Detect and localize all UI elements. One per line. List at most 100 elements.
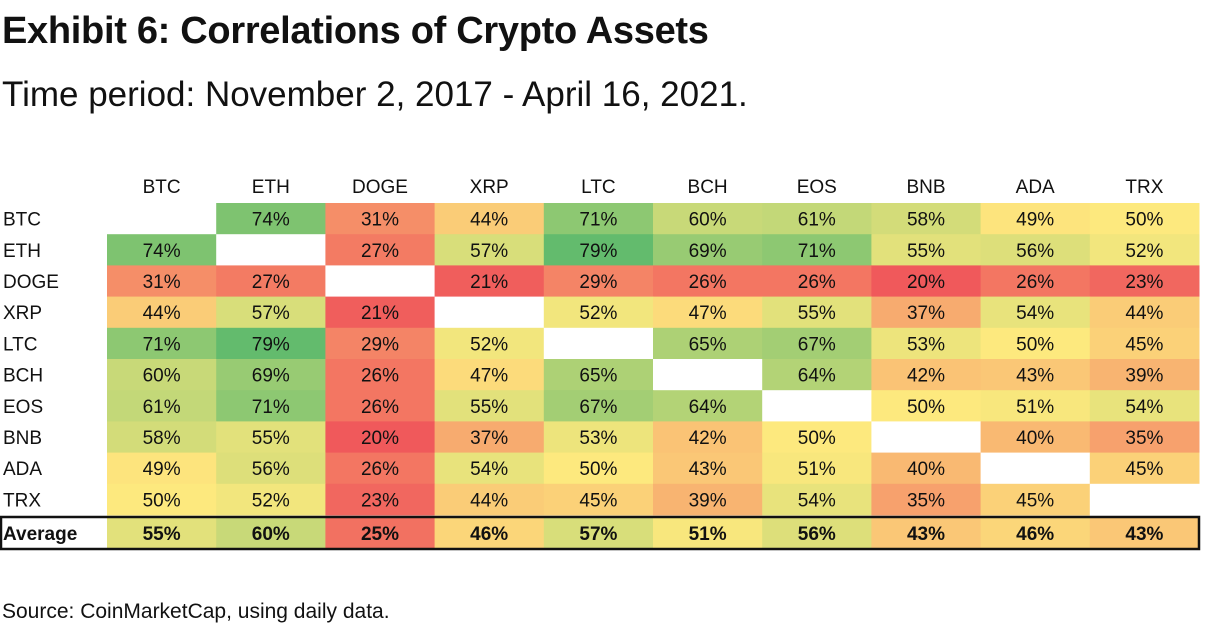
cell-label-btc-eth: 74%: [252, 210, 290, 231]
cell-label-eos-btc: 61%: [143, 397, 181, 418]
heatmap-cell-bnb-eth: [216, 421, 326, 454]
heatmap-cell-eth-bch: [653, 234, 763, 266]
row-label-eos: EOS: [3, 397, 43, 418]
cell-label-doge-ltc: 29%: [579, 272, 617, 293]
heatmap-cell-eth-trx: [1089, 234, 1200, 266]
heatmap-cell-ada-eos: [762, 452, 872, 485]
heatmap-cell-bch-eth: [216, 359, 326, 391]
cell-label-bnb-eth: 55%: [252, 428, 290, 449]
heatmap-cell-xrp-ltc: [543, 296, 654, 329]
cell-label-eth-ltc: 79%: [579, 241, 617, 262]
heatmap-cell-ada-ada: [980, 452, 1091, 485]
average-value-ada: 46%: [1016, 524, 1054, 545]
heatmap-cell-xrp-btc: [107, 296, 217, 329]
heatmap-cell-ltc-xrp: [434, 327, 545, 360]
heatmap-cell-ada-xrp: [434, 452, 545, 485]
heatmap-cell-eth-ltc: [543, 234, 654, 266]
cell-label-bnb-ltc: 53%: [579, 428, 617, 449]
heatmap-cell-eth-ada: [980, 234, 1091, 266]
heatmap-cell-bnb-xrp: [434, 421, 545, 454]
heatmap-cell-btc-btc: [107, 203, 217, 235]
cell-label-eth-bch: 69%: [689, 241, 727, 262]
cell-label-eos-bch: 64%: [689, 397, 727, 418]
heatmap-cell-bch-ltc: [543, 359, 654, 391]
heatmap-cell-xrp-xrp: [434, 296, 545, 329]
heatmap-cell-eos-ltc: [543, 390, 654, 422]
cell-label-bnb-ada: 40%: [1016, 428, 1054, 449]
cell-label-btc-ltc: 71%: [579, 210, 617, 231]
cell-label-ltc-xrp: 52%: [470, 334, 508, 355]
row-label-bch: BCH: [3, 366, 43, 387]
cell-label-eth-eos: 71%: [798, 241, 836, 262]
heatmap-cell-ltc-trx: [1089, 327, 1200, 360]
row-label-ada: ADA: [3, 459, 42, 480]
cell-label-doge-ada: 26%: [1016, 272, 1054, 293]
heatmap-cell-doge-eos: [762, 265, 872, 298]
cell-label-btc-bch: 60%: [689, 210, 727, 231]
row-label-btc: BTC: [3, 210, 41, 231]
heatmap-cell-trx-btc: [107, 483, 217, 516]
cell-label-bch-btc: 60%: [143, 366, 181, 387]
cell-label-ltc-trx: 45%: [1125, 334, 1163, 355]
average-cell-bnb: [871, 517, 982, 549]
heatmap-cell-eos-trx: [1089, 390, 1200, 422]
heatmap-cell-ltc-doge: [325, 327, 436, 360]
heatmap-cell-eth-btc: [107, 234, 217, 266]
heatmap-cell-eos-bnb: [871, 390, 982, 422]
cell-label-bnb-bch: 42%: [689, 428, 727, 449]
heatmap-cell-doge-xrp: [434, 265, 545, 298]
cell-label-ltc-bch: 65%: [689, 334, 727, 355]
column-header-doge: DOGE: [352, 177, 408, 198]
heatmap-cell-btc-ltc: [543, 203, 654, 235]
heatmap-cell-btc-bnb: [871, 203, 982, 235]
cell-label-bnb-xrp: 37%: [470, 428, 508, 449]
cell-label-ada-doge: 26%: [361, 459, 399, 480]
average-label-cell: [1, 517, 107, 549]
heatmap-cell-trx-xrp: [434, 483, 545, 516]
cell-label-eos-doge: 26%: [361, 397, 399, 418]
cell-label-ltc-doge: 29%: [361, 334, 399, 355]
heatmap-cell-doge-eth: [216, 265, 326, 298]
cell-label-xrp-ltc: 52%: [579, 303, 617, 324]
cell-label-doge-btc: 31%: [143, 272, 181, 293]
cell-label-eth-ada: 56%: [1016, 241, 1054, 262]
heatmap-cell-bnb-bch: [653, 421, 763, 454]
average-value-eos: 56%: [798, 524, 836, 545]
average-value-doge: 25%: [361, 524, 399, 545]
average-row-label: Average: [3, 524, 77, 545]
cell-label-bch-eos: 64%: [798, 366, 836, 387]
heatmap-cell-xrp-bch: [653, 296, 763, 329]
cell-label-ada-eos: 51%: [798, 459, 836, 480]
heatmap-cell-ltc-bch: [653, 327, 763, 360]
average-value-trx: 43%: [1125, 524, 1163, 545]
average-value-xrp: 46%: [470, 524, 508, 545]
cell-label-ada-bnb: 40%: [907, 459, 945, 480]
average-cell-trx: [1089, 517, 1200, 549]
cell-label-eth-doge: 27%: [361, 241, 399, 262]
row-label-eth: ETH: [3, 241, 41, 262]
heatmap-cell-ada-btc: [107, 452, 217, 485]
heatmap-cell-ltc-bnb: [871, 327, 982, 360]
heatmap-cell-xrp-eos: [762, 296, 872, 329]
heatmap-cell-btc-eos: [762, 203, 872, 235]
heatmap-cell-xrp-eth: [216, 296, 326, 329]
cell-label-trx-btc: 50%: [143, 490, 181, 511]
heatmap-cell-btc-xrp: [434, 203, 545, 235]
heatmap-cell-doge-ada: [980, 265, 1091, 298]
heatmap-cell-ltc-eth: [216, 327, 326, 360]
cell-label-doge-bnb: 20%: [907, 272, 945, 293]
heatmap-cell-ada-ltc: [543, 452, 654, 485]
average-cell-eth: [216, 517, 326, 549]
heatmap-cell-bch-doge: [325, 359, 436, 391]
column-header-btc: BTC: [143, 177, 181, 198]
heatmap-cell-trx-eth: [216, 483, 326, 516]
cell-label-eth-xrp: 57%: [470, 241, 508, 262]
cell-label-bch-bnb: 42%: [907, 366, 945, 387]
cell-label-eos-eth: 71%: [252, 397, 290, 418]
cell-label-ada-ltc: 50%: [579, 459, 617, 480]
cell-label-ltc-eth: 79%: [252, 334, 290, 355]
heatmap-cell-trx-bch: [653, 483, 763, 516]
row-label-ltc: LTC: [3, 334, 37, 355]
cell-label-eth-btc: 74%: [143, 241, 181, 262]
average-value-ltc: 57%: [579, 524, 617, 545]
